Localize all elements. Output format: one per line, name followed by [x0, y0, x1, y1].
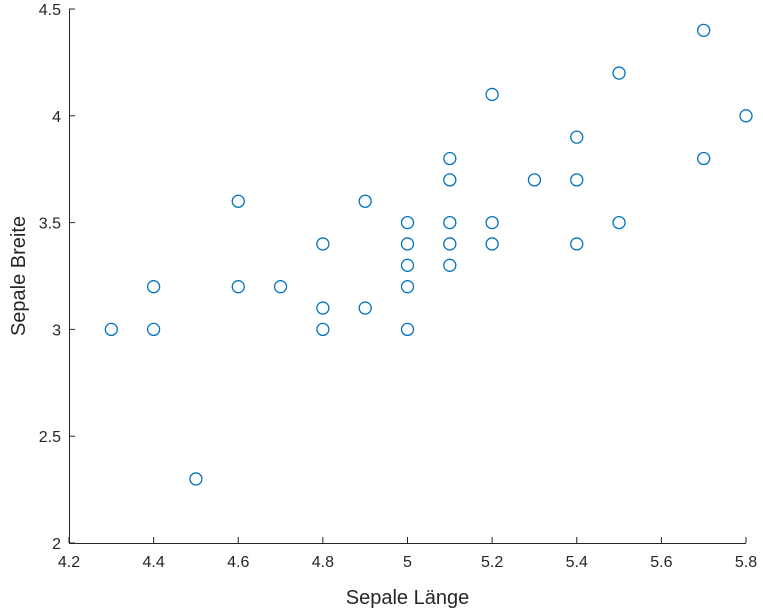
data-point — [400, 215, 415, 230]
data-point — [570, 173, 584, 187]
data-point — [527, 173, 542, 187]
data-point — [485, 215, 499, 230]
data-point — [400, 237, 415, 251]
data-point — [400, 322, 415, 337]
x-tick-label: 4.2 — [58, 554, 80, 571]
data-point — [443, 173, 457, 187]
data-point — [697, 23, 711, 38]
y-axis-title: Sepale Breite — [8, 216, 30, 336]
y-tick-label: 3 — [52, 322, 61, 339]
x-tick-label: 4.8 — [312, 554, 334, 571]
data-points — [104, 23, 753, 486]
data-point — [612, 215, 626, 230]
data-point — [358, 301, 372, 315]
data-point — [612, 66, 626, 80]
data-point — [570, 237, 584, 251]
x-tick-label: 5.8 — [735, 554, 757, 571]
x-tick-label: 4.4 — [143, 554, 165, 571]
data-point — [570, 130, 584, 144]
data-point — [104, 322, 118, 337]
data-point — [316, 237, 330, 251]
x-tick-label: 5.2 — [481, 554, 503, 571]
data-point — [443, 258, 457, 272]
data-point — [400, 280, 415, 294]
data-point — [358, 194, 372, 208]
data-point — [697, 151, 711, 166]
data-point — [443, 215, 457, 230]
x-tick-label: 5 — [403, 554, 412, 571]
data-point — [316, 322, 330, 337]
y-tick-label: 2 — [52, 536, 61, 553]
x-tick-label: 5.6 — [650, 554, 672, 571]
data-point — [189, 472, 203, 486]
data-point — [146, 280, 161, 294]
data-point — [739, 109, 753, 123]
data-point — [485, 87, 499, 102]
data-point — [273, 280, 288, 294]
y-axis-ticks: 2 2.5 3 3.5 4 4.5 — [39, 2, 75, 553]
y-tick-label: 2.5 — [39, 429, 61, 446]
data-point — [400, 258, 415, 272]
data-point — [485, 237, 499, 251]
y-tick-label: 4 — [52, 109, 61, 126]
data-point — [443, 237, 457, 251]
x-axis-ticks: 4.2 4.4 4.6 4.8 5 5.2 5.4 5.6 5.8 — [58, 537, 757, 571]
data-point — [443, 151, 457, 166]
data-point — [231, 280, 245, 294]
x-tick-label: 5.4 — [566, 554, 588, 571]
x-axis-title: Sepale Länge — [346, 587, 469, 609]
y-tick-label: 3.5 — [39, 216, 61, 233]
data-point — [146, 322, 161, 337]
data-point — [231, 194, 245, 208]
data-point — [316, 301, 330, 315]
x-tick-label: 4.6 — [227, 554, 249, 571]
axes — [69, 9, 746, 544]
y-tick-label: 4.5 — [39, 2, 61, 19]
